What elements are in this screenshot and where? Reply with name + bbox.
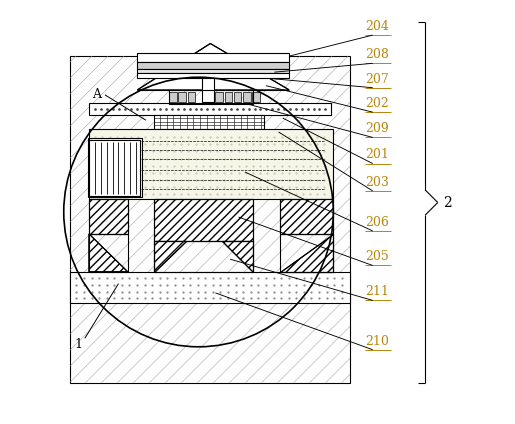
Text: 210: 210 [365, 335, 389, 348]
Polygon shape [89, 234, 128, 272]
Bar [89, 128, 333, 199]
Text: 208: 208 [365, 48, 389, 61]
Polygon shape [221, 242, 253, 272]
Bar [138, 69, 289, 73]
Text: 203: 203 [365, 176, 389, 189]
Bar [202, 78, 214, 103]
Bar [89, 199, 128, 234]
Polygon shape [154, 242, 186, 272]
Bar [138, 62, 289, 69]
Bar [252, 92, 260, 103]
Polygon shape [280, 234, 333, 272]
Bar [187, 92, 195, 103]
Text: 209: 209 [365, 123, 389, 135]
Bar [89, 103, 331, 115]
Bar [178, 92, 186, 103]
Bar [234, 92, 242, 103]
Bar [154, 242, 253, 272]
Bar [70, 272, 350, 303]
Bar [89, 139, 141, 196]
Text: 202: 202 [365, 97, 389, 110]
Bar [138, 53, 289, 62]
Bar [215, 92, 223, 103]
Text: 204: 204 [365, 20, 389, 33]
Bar [154, 199, 253, 242]
Text: 206: 206 [365, 216, 389, 229]
Bar [280, 234, 333, 272]
Text: 201: 201 [365, 148, 389, 162]
Bar [243, 92, 251, 103]
Bar [280, 199, 333, 234]
Bar [225, 92, 232, 103]
Text: 2: 2 [443, 195, 452, 209]
Text: 1: 1 [75, 338, 82, 351]
Bar [89, 234, 128, 272]
Bar [169, 92, 177, 103]
Bar [169, 90, 253, 104]
Bar [280, 199, 333, 234]
Text: 205: 205 [365, 251, 389, 263]
Bar [154, 115, 264, 128]
Bar [154, 199, 253, 242]
Bar [138, 73, 289, 78]
Bar [70, 56, 350, 382]
Bar [89, 199, 128, 234]
Text: 207: 207 [365, 73, 389, 86]
Bar [88, 138, 142, 197]
Polygon shape [138, 44, 289, 90]
Text: 211: 211 [365, 285, 389, 298]
Text: A: A [92, 88, 101, 100]
